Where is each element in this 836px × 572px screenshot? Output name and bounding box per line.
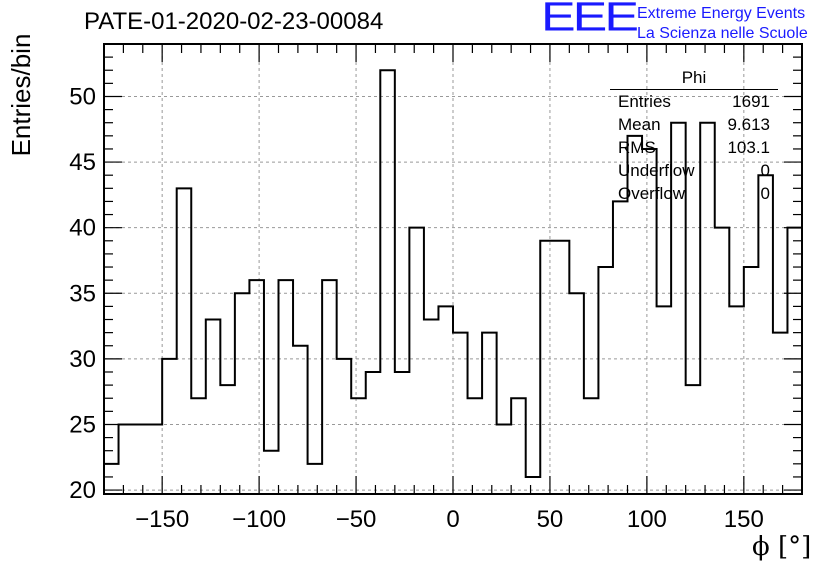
histogram-step-line — [104, 69, 803, 478]
stats-label: Underflow — [618, 161, 695, 180]
stats-label: Mean — [618, 115, 661, 134]
x-tick-label: 0 — [446, 506, 459, 533]
eee-logo: EEE — [541, 0, 639, 41]
x-tick-label: 150 — [724, 506, 764, 533]
chart-title: PATE-01-2020-02-23-00084 — [84, 8, 384, 35]
x-tick-label: −100 — [232, 506, 286, 533]
x-tick-label: −150 — [135, 506, 189, 533]
stats-box: Phi Entries 1691 Mean 9.613 RMS 103.1 Un… — [610, 68, 778, 205]
y-tick-label: 45 — [69, 149, 96, 176]
logo-text-line1: Extreme Energy Events — [637, 5, 806, 22]
x-tick-label: −50 — [336, 506, 377, 533]
y-tick-label: 30 — [69, 346, 96, 373]
stats-header: Phi — [610, 68, 778, 90]
stats-label: Entries — [618, 92, 671, 111]
stats-value: 9.613 — [727, 115, 770, 134]
x-tick-labels: −150 −100 −50 0 50 100 150 — [135, 506, 764, 533]
stats-value: 1691 — [732, 92, 770, 111]
y-tick-label: 35 — [69, 280, 96, 307]
plot-frame — [103, 43, 803, 495]
stats-label: RMS — [618, 138, 656, 157]
y-tick-label: 20 — [69, 477, 96, 504]
stats-value: 0 — [760, 184, 770, 203]
x-tick-label: 50 — [537, 506, 564, 533]
stats-row-underflow: Underflow 0 — [610, 159, 778, 182]
y-axis-label: Entries/bin — [6, 33, 36, 157]
y-tick-label: 40 — [69, 215, 96, 242]
y-tick-label: 25 — [69, 411, 96, 438]
stats-row-mean: Mean 9.613 — [610, 113, 778, 136]
logo-text-line2: La Scienza nelle Scuole — [637, 25, 808, 42]
x-axis-label: ϕ [°] — [752, 532, 812, 562]
stats-row-overflow: Overflow 0 — [610, 182, 778, 205]
stats-row-rms: RMS 103.1 — [610, 136, 778, 159]
stats-value: 0 — [760, 161, 770, 180]
y-tick-labels: 20 25 30 35 40 45 50 — [69, 83, 96, 504]
stats-label: Overflow — [618, 184, 686, 203]
x-tick-label: 100 — [627, 506, 667, 533]
y-tick-label: 50 — [69, 83, 96, 110]
stats-row-entries: Entries 1691 — [610, 90, 778, 113]
stats-value: 103.1 — [727, 138, 770, 157]
